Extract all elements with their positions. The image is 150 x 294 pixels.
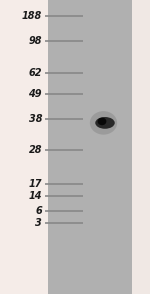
Ellipse shape [90,111,117,135]
Ellipse shape [98,118,106,125]
Text: 49: 49 [28,89,42,99]
Ellipse shape [95,117,115,129]
Text: 17: 17 [28,179,42,189]
Bar [0,0,48,294]
Text: 98: 98 [28,36,42,46]
Text: 188: 188 [22,11,42,21]
Text: 38: 38 [28,114,42,124]
Text: 62: 62 [28,68,42,78]
Text: 28: 28 [28,145,42,155]
Ellipse shape [103,120,114,126]
Text: 14: 14 [28,191,42,201]
Bar [132,0,150,294]
Text: 6: 6 [35,206,42,216]
Bar [0,0,132,294]
Text: 3: 3 [35,218,42,228]
